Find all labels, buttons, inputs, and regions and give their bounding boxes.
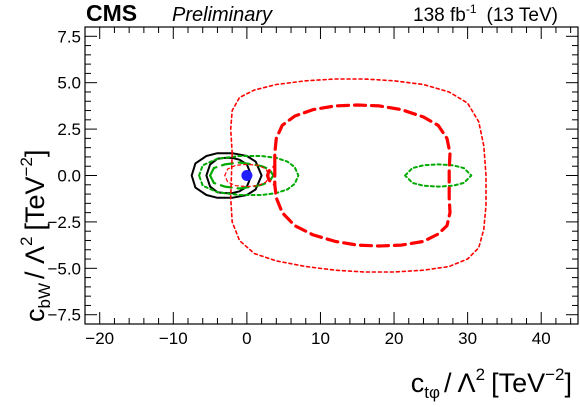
- preliminary-label: Preliminary: [172, 4, 273, 26]
- x-axis-label-power: 2: [476, 365, 485, 384]
- x-axis-label-unit-close: ]: [564, 368, 572, 398]
- y-tick-label: −5.0: [47, 259, 81, 278]
- x-tick-label: −10: [159, 329, 188, 348]
- contour-dashed-6: [265, 103, 452, 248]
- y-tick-label: 2.5: [57, 120, 81, 139]
- y-tick-label: −2.5: [47, 213, 81, 232]
- plot-frame: [84, 26, 579, 325]
- y-axis-label-symbol: c: [20, 309, 50, 323]
- y-axis-label: cbW / Λ2 [TeV−2]: [17, 150, 54, 322]
- axis-ticks: −20 −10 0 10 20 30 40 −7.5 −5.0 −2.5 0.0 2.5 5.0 7.5: [47, 26, 578, 348]
- y-tick-label: 0.0: [57, 167, 81, 186]
- x-tick-label: 40: [532, 329, 551, 348]
- y-axis-label-unit: [TeV: [20, 176, 50, 230]
- y-tick-label: −7.5: [47, 306, 81, 325]
- contour-dotted-7: [229, 78, 487, 273]
- x-tick-label: −20: [85, 329, 114, 348]
- y-tick-label: 5.0: [57, 74, 81, 93]
- cms-label: CMS: [86, 0, 137, 26]
- y-axis-label-unit-power: −2: [17, 157, 36, 176]
- y-axis-label-unit-close: ]: [20, 150, 50, 158]
- best-fit-point: [241, 170, 253, 181]
- x-tick-label: 0: [242, 329, 251, 348]
- y-axis-label-subscript: bW: [35, 283, 54, 309]
- x-axis-label-unit-power: −2: [545, 365, 564, 384]
- y-axis-label-denominator: / Λ: [20, 246, 50, 279]
- contour-solid-1: [190, 152, 263, 199]
- x-axis-label-symbol: c: [411, 368, 425, 398]
- contour-group: [190, 78, 487, 273]
- x-axis-label-denominator: / Λ: [444, 368, 476, 398]
- lumi-exponent: -1: [466, 2, 477, 16]
- y-axis-label-power: 2: [17, 236, 36, 245]
- y-tick-label: 7.5: [57, 27, 81, 46]
- x-axis-label: ctφ / Λ2 [TeV−2]: [411, 365, 572, 402]
- x-axis-label-unit: [TeV: [491, 368, 545, 398]
- x-tick-label: 20: [385, 329, 404, 348]
- contour-dotted-4: [404, 163, 473, 188]
- energy-label: (13 TeV): [487, 5, 558, 26]
- x-axis-label-subscript: tφ: [424, 383, 440, 402]
- x-tick-label: 10: [311, 329, 330, 348]
- lumi-value: 138 fb: [413, 5, 466, 26]
- x-tick-label: 30: [458, 329, 477, 348]
- lumi-energy-label: 138 fb-1 (13 TeV): [413, 2, 558, 26]
